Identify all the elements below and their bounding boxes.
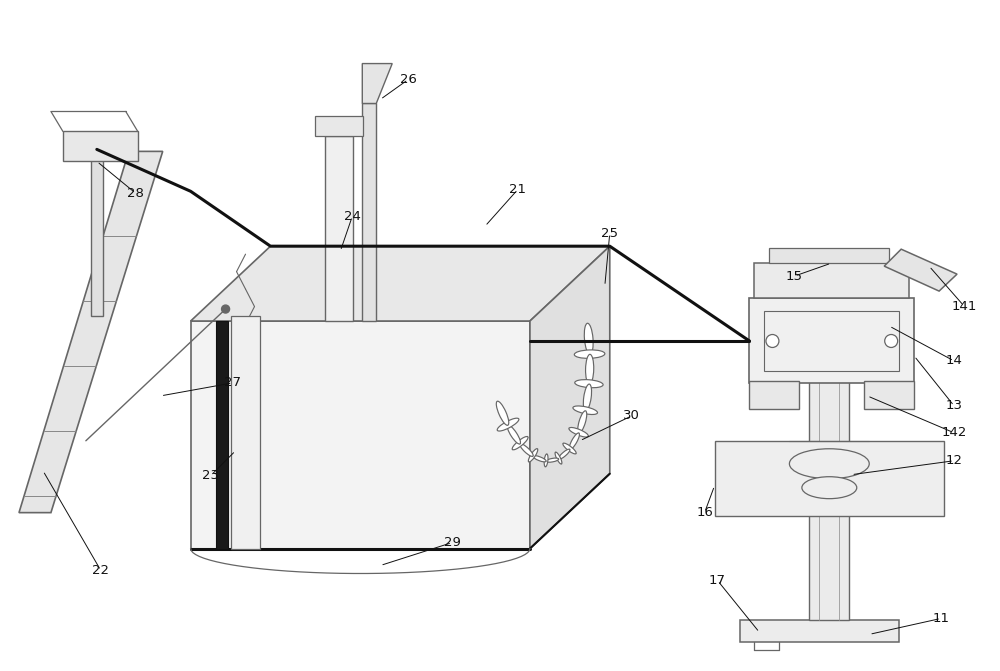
Text: 142: 142: [941, 426, 967, 440]
Bar: [864, 381, 914, 409]
Polygon shape: [784, 321, 879, 361]
Ellipse shape: [578, 411, 587, 433]
Text: 25: 25: [601, 227, 618, 240]
Ellipse shape: [496, 401, 509, 425]
Ellipse shape: [569, 433, 579, 450]
Ellipse shape: [528, 449, 538, 462]
Polygon shape: [191, 321, 530, 549]
Bar: [769, 248, 889, 263]
Ellipse shape: [533, 456, 546, 462]
Polygon shape: [191, 246, 610, 321]
Text: 15: 15: [786, 270, 803, 282]
Bar: [91, 136, 103, 316]
Text: 26: 26: [400, 73, 417, 86]
Text: 17: 17: [709, 574, 726, 587]
Bar: [63, 132, 138, 161]
Ellipse shape: [784, 313, 879, 329]
Bar: [749, 381, 799, 409]
Bar: [764, 311, 899, 371]
Text: 29: 29: [444, 536, 461, 549]
Bar: [809, 331, 849, 621]
Ellipse shape: [586, 354, 594, 384]
Text: 16: 16: [696, 506, 713, 519]
Ellipse shape: [575, 380, 603, 388]
Text: 13: 13: [946, 399, 963, 413]
Bar: [362, 103, 376, 321]
Bar: [231, 316, 260, 549]
Bar: [715, 441, 944, 515]
Ellipse shape: [546, 458, 559, 462]
Polygon shape: [884, 249, 957, 291]
Bar: [749, 298, 914, 383]
Text: 23: 23: [202, 469, 219, 482]
Ellipse shape: [789, 449, 869, 478]
Circle shape: [766, 335, 779, 348]
Bar: [315, 117, 363, 136]
Ellipse shape: [512, 437, 528, 450]
Ellipse shape: [563, 443, 576, 454]
Polygon shape: [362, 64, 392, 103]
Text: 21: 21: [509, 183, 526, 196]
Ellipse shape: [569, 427, 588, 437]
Circle shape: [885, 335, 898, 348]
Bar: [754, 263, 909, 298]
Text: 30: 30: [623, 409, 640, 422]
Ellipse shape: [573, 406, 598, 415]
Ellipse shape: [520, 444, 533, 456]
Ellipse shape: [555, 452, 562, 464]
Ellipse shape: [497, 418, 519, 431]
Ellipse shape: [559, 449, 570, 459]
Ellipse shape: [802, 476, 857, 499]
Polygon shape: [19, 152, 163, 513]
Text: 11: 11: [933, 612, 950, 625]
Text: 141: 141: [951, 299, 977, 313]
Bar: [325, 136, 353, 321]
Ellipse shape: [507, 425, 521, 444]
Ellipse shape: [544, 454, 548, 467]
Ellipse shape: [574, 350, 605, 358]
Text: 28: 28: [127, 187, 144, 200]
Text: 24: 24: [344, 210, 361, 223]
Text: 27: 27: [224, 376, 241, 389]
Polygon shape: [530, 246, 610, 549]
Text: 14: 14: [946, 354, 962, 368]
Circle shape: [222, 305, 230, 313]
Text: 12: 12: [946, 454, 963, 467]
Bar: [216, 321, 228, 549]
Bar: [740, 621, 899, 642]
Text: 22: 22: [92, 564, 109, 577]
Ellipse shape: [583, 384, 592, 411]
Ellipse shape: [584, 323, 593, 354]
